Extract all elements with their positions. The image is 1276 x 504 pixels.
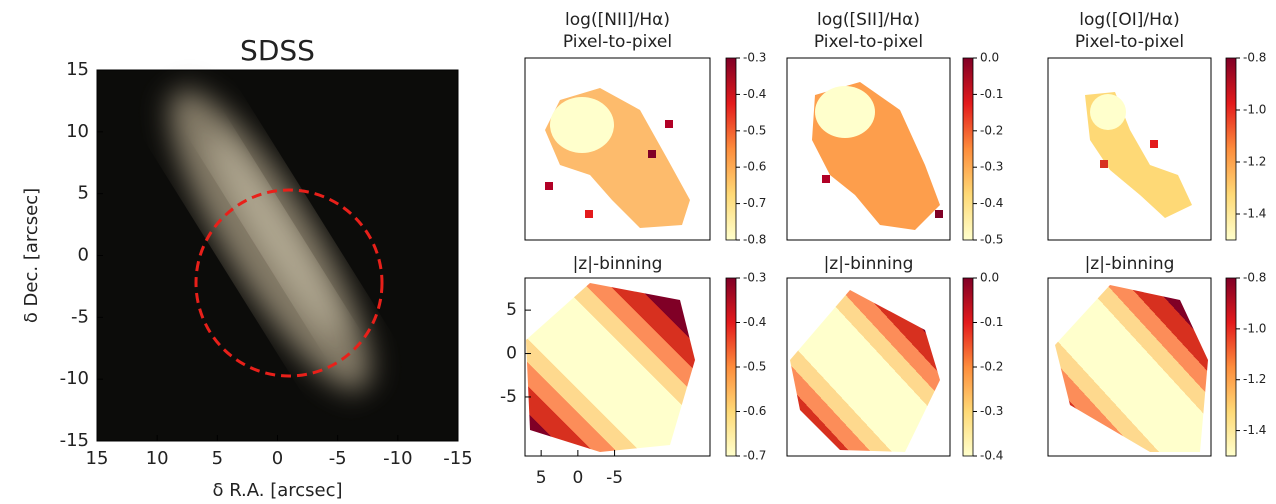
colorbar xyxy=(962,57,974,241)
colorbar-tick-label: -1.2 xyxy=(1243,155,1266,169)
y-tick-label: 0 xyxy=(78,245,89,266)
colorbar-tick-label: -0.7 xyxy=(743,196,766,210)
y-tick-label: 15 xyxy=(66,59,89,80)
colorbar xyxy=(725,277,737,457)
map-oi-pixel xyxy=(1085,92,1192,218)
colorbar-tick-label: 0.0 xyxy=(980,51,999,65)
axes-frame xyxy=(524,277,711,457)
y-tick-label: -15 xyxy=(60,430,89,451)
colorbar-tick-label: -0.1 xyxy=(980,315,1003,329)
colorbar-tick-label: -0.1 xyxy=(980,87,1003,101)
colorbar-tick-label: -0.5 xyxy=(743,123,766,137)
axes-frame xyxy=(1047,277,1212,457)
y-tick-label: 10 xyxy=(66,121,89,142)
colorbar-tick-label: -0.4 xyxy=(743,87,766,101)
x-tick-label: 10 xyxy=(146,448,169,469)
y-tick-label: 0 xyxy=(506,344,517,364)
map-sii-binned xyxy=(790,290,940,452)
map-nii-binned xyxy=(526,283,695,452)
panel-title: |z|-binning xyxy=(573,254,663,274)
panel-title: log([NII]/Hα) xyxy=(565,10,670,30)
colorbar-tick-label: -1.2 xyxy=(1243,372,1266,386)
colorbar-tick-label: -0.3 xyxy=(980,404,1003,418)
x-tick-label: 15 xyxy=(86,448,109,469)
colorbar-tick-label: 0.0 xyxy=(980,271,999,285)
y-axis-label: δ Dec. [arcsec] xyxy=(21,188,42,323)
colorbar-tick-label: -0.8 xyxy=(1243,51,1266,65)
galaxy-core xyxy=(209,132,341,338)
panel-subtitle: Pixel-to-pixel xyxy=(1075,32,1184,52)
colorbar-tick-label: -0.7 xyxy=(743,449,766,463)
colorbar xyxy=(1225,277,1237,457)
colorbar xyxy=(1225,57,1237,241)
axes-frame xyxy=(786,277,951,457)
axes-frame xyxy=(1047,57,1212,241)
colorbar-tick-label: -0.3 xyxy=(980,160,1003,174)
panel-title: |z|-binning xyxy=(824,254,914,274)
colorbar-tick-label: -0.6 xyxy=(743,160,766,174)
colorbar-tick-label: -0.3 xyxy=(743,271,766,285)
map-sii-pixel xyxy=(812,82,943,230)
y-tick-label: -5 xyxy=(71,306,89,327)
x-tick-label: 0 xyxy=(572,468,583,488)
x-tick-label: -15 xyxy=(443,448,472,469)
colorbar-tick-label: -1.0 xyxy=(1243,103,1266,117)
x-tick-label: -10 xyxy=(383,448,412,469)
map-oi-binned xyxy=(1055,285,1208,452)
colorbar-tick-label: -0.5 xyxy=(743,360,766,374)
panel-subtitle: Pixel-to-pixel xyxy=(814,32,923,52)
axes-frame xyxy=(524,57,711,241)
panel-title: log([OI]/Hα) xyxy=(1079,10,1180,30)
colorbar-tick-label: -1.4 xyxy=(1243,423,1266,437)
panel-title: log([SII]/Hα) xyxy=(817,10,920,30)
colorbar-tick-label: -0.5 xyxy=(980,233,1003,247)
x-tick-label: 0 xyxy=(272,448,283,469)
x-tick-label: -5 xyxy=(329,448,347,469)
x-tick-label: -5 xyxy=(606,468,623,488)
colorbar xyxy=(962,277,974,457)
x-tick-label: 5 xyxy=(212,448,223,469)
colorbar-tick-label: -0.2 xyxy=(980,123,1003,137)
colorbar-tick-label: -0.4 xyxy=(980,449,1003,463)
y-tick-label: -5 xyxy=(500,387,517,407)
x-tick-label: 5 xyxy=(536,468,547,488)
colorbar-tick-label: -1.4 xyxy=(1243,207,1266,221)
colorbar-tick-label: -0.2 xyxy=(980,360,1003,374)
colorbar-tick-label: -1.0 xyxy=(1243,321,1266,335)
colorbar-tick-label: -0.4 xyxy=(980,196,1003,210)
panel-subtitle: Pixel-to-pixel xyxy=(563,32,672,52)
y-tick-label: -10 xyxy=(60,368,89,389)
colorbar-tick-label: -0.3 xyxy=(743,51,766,65)
y-tick-label: 5 xyxy=(78,183,89,204)
colorbar-tick-label: -0.6 xyxy=(743,404,766,418)
axes-frame xyxy=(786,57,951,241)
y-tick-label: 5 xyxy=(506,300,517,320)
x-axis-label: δ R.A. [arcsec] xyxy=(212,480,342,501)
map-nii-pixel xyxy=(545,88,690,228)
colorbar-tick-label: -0.4 xyxy=(743,315,766,329)
panel-title: |z|-binning xyxy=(1085,254,1175,274)
panel-title: SDSS xyxy=(240,34,315,67)
aperture xyxy=(194,188,384,378)
colorbar xyxy=(725,57,737,241)
colorbar-tick-label: -0.8 xyxy=(1243,271,1266,285)
colorbar-tick-label: -0.8 xyxy=(743,233,766,247)
